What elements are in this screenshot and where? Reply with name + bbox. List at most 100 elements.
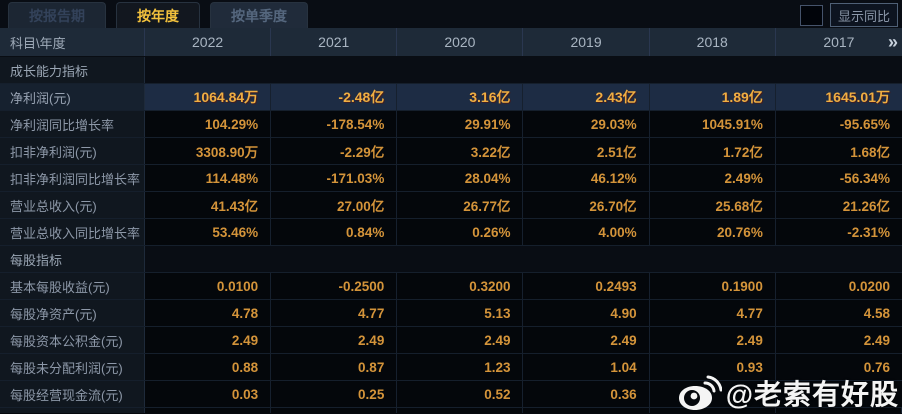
cell-value [649, 381, 776, 407]
table-row[interactable]: 净利润(元) 1064.84万 -2.48亿 3.16亿 2.43亿 1.89亿 1645.… [0, 84, 902, 111]
cell-value: -171.03% [271, 165, 398, 191]
cell-value: 0.76 [775, 354, 902, 380]
row-label: 每股未分配利润(元) [0, 354, 145, 380]
cell-value: 2.49 [649, 327, 776, 353]
cell-value: 20.76% [649, 219, 776, 245]
more-columns-icon[interactable]: » [887, 32, 898, 52]
cell-value: 53.46% [145, 219, 272, 245]
cell-value: 0.1900 [649, 273, 776, 299]
year-header: 2019 [523, 28, 650, 56]
cell-value: 1.89亿 [649, 84, 776, 110]
row-label: 成长能力指标 [0, 57, 145, 83]
cell-value: 26.77亿 [397, 192, 524, 218]
cell-value: 27.00亿 [271, 192, 398, 218]
table-row[interactable]: 基本每股收益(元) 0.0100 -0.2500 0.3200 0.2493 0.1900… [0, 273, 902, 300]
cell-value: 0.93 [649, 354, 776, 380]
table-row[interactable]: 扣非净利润(元) 3308.90万 -2.29亿 3.22亿 2.51亿 1.72亿 1.6… [0, 138, 902, 165]
cell-value: 3.16亿 [397, 84, 524, 110]
table-body: 成长能力指标 净利润(元) 1064.84万 -2.48亿 3.16亿 2.43亿 1.89… [0, 57, 902, 408]
cell-value: -178.54% [271, 111, 398, 137]
row-label: 基本每股收益(元) [0, 273, 145, 299]
cell-value: 2.49 [775, 327, 902, 353]
cell-value: 0.03 [145, 381, 272, 407]
row-label: 营业总收入(元) [0, 192, 145, 218]
cell-value: 1.68亿 [775, 138, 902, 164]
cell-value: 0.26% [397, 219, 524, 245]
row-label: 净利润(元) [0, 84, 145, 110]
cell-value: 26.70亿 [523, 192, 650, 218]
cell-value: -2.29亿 [271, 138, 398, 164]
cell-value: 1.72亿 [649, 138, 776, 164]
cell-value: 4.00% [523, 219, 650, 245]
tab-by-single-quarter[interactable]: 按单季度 [210, 2, 308, 28]
cell-value: 0.25 [271, 381, 398, 407]
cell-value: 0.3200 [397, 273, 524, 299]
table-row[interactable]: 每股净资产(元) 4.78 4.77 5.13 4.90 4.77 4.58 [0, 300, 902, 327]
row-label: 净利润同比增长率 [0, 111, 145, 137]
table-row[interactable]: 营业总收入同比增长率 53.46% 0.84% 0.26% 4.00% 20.76% -2.… [0, 219, 902, 246]
table-row[interactable]: 每股未分配利润(元) 0.88 0.87 1.23 1.04 0.93 0.76 [0, 354, 902, 381]
cell-value: 0.0100 [145, 273, 272, 299]
cell-value: 29.03% [523, 111, 650, 137]
tab-by-year[interactable]: 按年度 [116, 2, 200, 28]
tab-by-report-period[interactable]: 按报告期 [8, 2, 106, 28]
row-label: 营业总收入同比增长率 [0, 219, 145, 245]
cell-value: 1645.01万 [775, 84, 902, 110]
cell-value: -2.48亿 [271, 84, 398, 110]
row-label: 每股经营现金流(元) [0, 381, 145, 407]
row-label: 每股指标 [0, 246, 145, 272]
section-empty-span [145, 57, 902, 83]
cell-value: 28.04% [397, 165, 524, 191]
table-row[interactable]: 净利润同比增长率 104.29% -178.54% 29.91% 29.03% 1045.… [0, 111, 902, 138]
show-yoy-label[interactable]: 显示同比 [830, 3, 898, 27]
cell-value: 2.49 [523, 327, 650, 353]
table-row[interactable]: 每股经营现金流(元) 0.03 0.25 0.52 0.36 [0, 381, 902, 408]
cell-value: 5.13 [397, 300, 524, 326]
section-row[interactable]: 成长能力指标 [0, 57, 902, 84]
year-header: 2022 [145, 28, 272, 56]
cell-value: 0.2493 [523, 273, 650, 299]
cell-value: -0.2500 [271, 273, 398, 299]
cell-value: 1064.84万 [145, 84, 272, 110]
cell-value: 2.49 [145, 327, 272, 353]
table-row[interactable]: 每股资本公积金(元) 2.49 2.49 2.49 2.49 2.49 2.49 [0, 327, 902, 354]
cell-value: 0.88 [145, 354, 272, 380]
cell-value: 3308.90万 [145, 138, 272, 164]
cell-value: -2.31% [775, 219, 902, 245]
cell-value: -56.34% [775, 165, 902, 191]
row-label: 扣非净利润同比增长率 [0, 165, 145, 191]
table-row[interactable]: 扣非净利润同比增长率 114.48% -171.03% 28.04% 46.12% 2.4… [0, 165, 902, 192]
partial-next-row [0, 408, 902, 413]
year-header: 2021 [271, 28, 398, 56]
cell-value: 2.49 [397, 327, 524, 353]
cell-value: 2.51亿 [523, 138, 650, 164]
section-row[interactable]: 每股指标 [0, 246, 902, 273]
cell-value [775, 381, 902, 407]
cell-value: 46.12% [523, 165, 650, 191]
cell-value: 4.78 [145, 300, 272, 326]
cell-value: -95.65% [775, 111, 902, 137]
cell-value: 4.77 [649, 300, 776, 326]
yoy-controls: 显示同比 [800, 3, 898, 27]
row-label: 每股净资产(元) [0, 300, 145, 326]
cell-value: 0.84% [271, 219, 398, 245]
table-row[interactable]: 营业总收入(元) 41.43亿 27.00亿 26.77亿 26.70亿 25.68亿 21… [0, 192, 902, 219]
cell-value: 0.0200 [775, 273, 902, 299]
cell-value: 4.77 [271, 300, 398, 326]
cell-value: 4.90 [523, 300, 650, 326]
cell-value: 25.68亿 [649, 192, 776, 218]
cell-value: 1045.91% [649, 111, 776, 137]
cell-value: 0.36 [523, 381, 650, 407]
year-header: 2020 [397, 28, 524, 56]
cell-value: 1.23 [397, 354, 524, 380]
cell-value: 41.43亿 [145, 192, 272, 218]
cell-value: 1.04 [523, 354, 650, 380]
cell-value: 4.58 [775, 300, 902, 326]
show-yoy-checkbox[interactable] [800, 4, 823, 26]
cell-value: 21.26亿 [775, 192, 902, 218]
cell-value: 2.49 [271, 327, 398, 353]
cell-value: 2.49% [649, 165, 776, 191]
section-empty-span [145, 246, 902, 272]
year-header: 2018 [650, 28, 776, 56]
financial-indicator-table: 科目\年度 2022 2021 2020 2019 2018 2017» 成长能力指标 净利… [0, 28, 902, 413]
